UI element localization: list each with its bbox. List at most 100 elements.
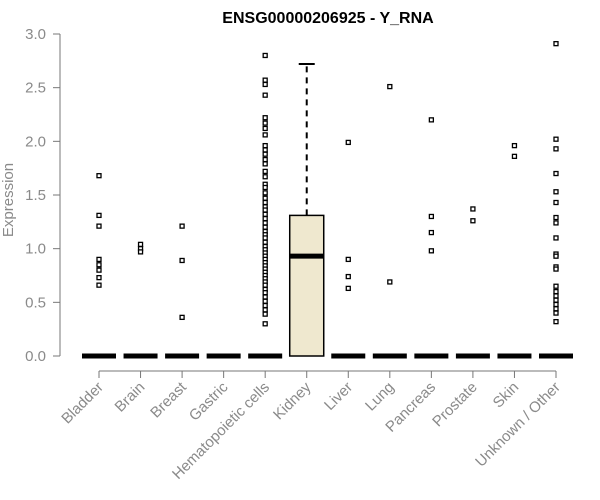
- outlier-point: [262, 220, 268, 226]
- outlier-point: [553, 189, 559, 195]
- outlier-point: [553, 41, 559, 47]
- outlier-point: [511, 142, 518, 149]
- outlier-point: [553, 136, 559, 142]
- outlier-point: [387, 279, 393, 285]
- y-tick-label: 1.5: [25, 187, 46, 204]
- outlier-point: [262, 147, 268, 153]
- outlier-point: [96, 173, 102, 179]
- outlier-point: [262, 224, 268, 230]
- outlier-point: [262, 190, 268, 196]
- outlier-point: [96, 282, 102, 288]
- outlier-point: [262, 161, 268, 167]
- outlier-point: [345, 273, 351, 280]
- outlier-point: [345, 285, 351, 292]
- outlier-point: [553, 283, 559, 289]
- outliers-layer: [96, 41, 559, 327]
- outlier-point: [262, 195, 268, 201]
- outlier-point: [262, 302, 268, 309]
- outlier-point: [553, 235, 559, 241]
- outlier-point: [553, 288, 559, 295]
- outlier-point: [553, 199, 559, 206]
- outlier-point: [262, 174, 268, 180]
- outlier-point: [553, 170, 559, 177]
- outlier-point: [428, 117, 435, 123]
- x-tick-label: Lung: [362, 379, 398, 415]
- outlier-point: [470, 206, 476, 212]
- outlier-point: [553, 306, 559, 312]
- outlier-point: [262, 215, 268, 222]
- outlier-point: [553, 310, 559, 316]
- outlier-point: [387, 83, 393, 90]
- outlier-point: [262, 207, 268, 213]
- outlier-point: [262, 290, 268, 296]
- outlier-point: [96, 256, 102, 263]
- x-tick-label: Bladder: [58, 379, 107, 428]
- outlier-point: [553, 266, 559, 272]
- outlier-point: [428, 248, 435, 254]
- y-tick-label: 2.0: [25, 133, 46, 150]
- outlier-point: [96, 223, 102, 229]
- outlier-point: [96, 262, 102, 268]
- outlier-point: [345, 139, 351, 146]
- x-tick-label: Brain: [112, 379, 149, 416]
- outlier-point: [137, 249, 144, 255]
- outlier-point: [553, 146, 559, 152]
- outlier-point: [137, 241, 144, 248]
- outlier-point: [553, 293, 559, 299]
- outlier-point: [428, 229, 435, 236]
- x-tick-label: Kidney: [270, 378, 315, 423]
- y-tick-label: 0.5: [25, 294, 46, 311]
- x-tick-label: Prostate: [429, 379, 481, 431]
- outlier-point: [262, 184, 268, 191]
- outlier-point: [470, 218, 476, 224]
- outlier-point: [262, 311, 268, 317]
- y-axis: 0.0 0.5 1.0 1.5 2.0 2.5 3.0: [25, 26, 61, 365]
- outlier-point: [262, 52, 268, 59]
- outlier-point: [553, 220, 559, 226]
- outlier-point: [262, 239, 268, 245]
- outlier-point: [262, 81, 268, 88]
- outlier-point: [262, 156, 268, 163]
- outlier-point: [428, 213, 435, 220]
- y-tick-label: 0.0: [25, 348, 46, 365]
- outlier-point: [262, 307, 268, 313]
- outlier-point: [262, 132, 268, 138]
- outlier-point: [262, 92, 268, 98]
- outlier-point: [262, 211, 268, 217]
- x-tick-label: Skin: [490, 379, 523, 412]
- outlier-point: [262, 151, 268, 157]
- outlier-point: [96, 267, 102, 273]
- outlier-point: [179, 223, 185, 229]
- outlier-point: [553, 253, 559, 259]
- outlier-point: [262, 199, 268, 206]
- outlier-point: [553, 297, 559, 303]
- outlier-point: [511, 153, 518, 160]
- outlier-point: [345, 256, 351, 263]
- outlier-point: [553, 301, 559, 308]
- outlier-point: [96, 212, 102, 219]
- boxes-layer: [82, 63, 573, 359]
- outlier-point: [262, 77, 268, 83]
- outlier-point: [262, 115, 268, 121]
- outlier-point: [262, 142, 268, 149]
- outlier-point: [262, 120, 268, 126]
- outlier-point: [179, 314, 185, 321]
- outlier-point: [262, 321, 268, 327]
- y-axis-label: Expression: [0, 163, 17, 237]
- outlier-point: [262, 282, 268, 288]
- outlier-point: [262, 298, 268, 304]
- outlier-point: [553, 214, 559, 221]
- outlier-point: [262, 168, 268, 175]
- outlier-point: [179, 257, 185, 264]
- y-tick-label: 3.0: [25, 26, 46, 43]
- outlier-point: [262, 294, 268, 300]
- box: [288, 214, 325, 357]
- outlier-point: [262, 235, 268, 241]
- outlier-point: [96, 274, 102, 281]
- chart-title: ENSG00000206925 - Y_RNA: [222, 10, 434, 27]
- outlier-point: [262, 125, 268, 132]
- outlier-point: [553, 319, 559, 325]
